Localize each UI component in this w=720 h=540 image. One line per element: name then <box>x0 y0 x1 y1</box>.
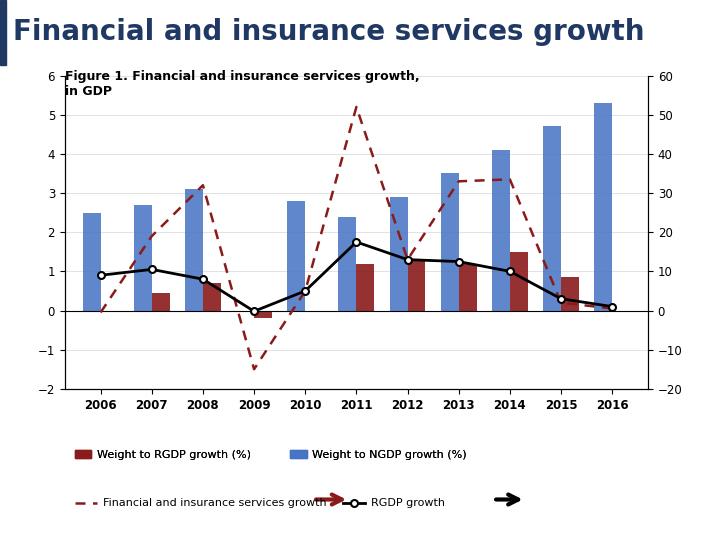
Bar <box>287 201 305 310</box>
Text: Financial and insurance services growth: Financial and insurance services growth <box>13 18 644 46</box>
RGDP growth <box>454 258 463 265</box>
Bar <box>254 310 272 318</box>
RGDP growth <box>199 276 207 282</box>
Financial and insurance services growth <box>454 178 463 185</box>
Line: Financial and insurance services growth: Financial and insurance services growth <box>101 107 612 369</box>
RGDP growth <box>148 266 156 273</box>
Text: Figure 1. Financial and insurance services growth,
in GDP: Figure 1. Financial and insurance servic… <box>65 70 420 98</box>
Financial and insurance services growth <box>557 299 565 306</box>
Legend: Weight to RGDP growth (%), Weight to NGDP growth (%): Weight to RGDP growth (%), Weight to NGD… <box>71 446 471 464</box>
Bar <box>185 189 203 310</box>
Financial and insurance services growth <box>250 366 258 373</box>
Legend: Financial and insurance services growth, RGDP growth: Financial and insurance services growth,… <box>71 494 449 513</box>
Bar <box>356 264 374 310</box>
Bar <box>510 252 528 310</box>
Financial and insurance services growth <box>96 309 105 316</box>
Bar <box>441 173 459 310</box>
Bar <box>492 150 510 310</box>
RGDP growth <box>301 288 310 294</box>
RGDP growth <box>250 308 258 314</box>
Bar <box>543 126 561 310</box>
Financial and insurance services growth <box>148 233 156 239</box>
Line: RGDP growth: RGDP growth <box>97 239 616 315</box>
Bar <box>390 197 408 310</box>
Bar <box>408 260 426 310</box>
RGDP growth <box>557 295 565 302</box>
RGDP growth <box>608 303 616 310</box>
Bar <box>594 103 612 310</box>
Bar <box>203 283 221 310</box>
RGDP growth <box>403 256 412 263</box>
Financial and insurance services growth <box>199 182 207 188</box>
RGDP growth <box>352 239 361 245</box>
Bar <box>561 277 579 310</box>
Bar <box>459 264 477 310</box>
Bar <box>0 0 6 65</box>
Bar <box>134 205 152 310</box>
RGDP growth <box>96 272 105 279</box>
Bar <box>338 217 356 310</box>
Financial and insurance services growth <box>608 305 616 312</box>
RGDP growth <box>505 268 514 274</box>
Financial and insurance services growth <box>301 288 310 294</box>
Financial and insurance services growth <box>403 256 412 263</box>
Financial and insurance services growth <box>352 104 361 110</box>
Bar <box>83 213 101 310</box>
Financial and insurance services growth <box>505 176 514 183</box>
Bar <box>152 293 170 310</box>
